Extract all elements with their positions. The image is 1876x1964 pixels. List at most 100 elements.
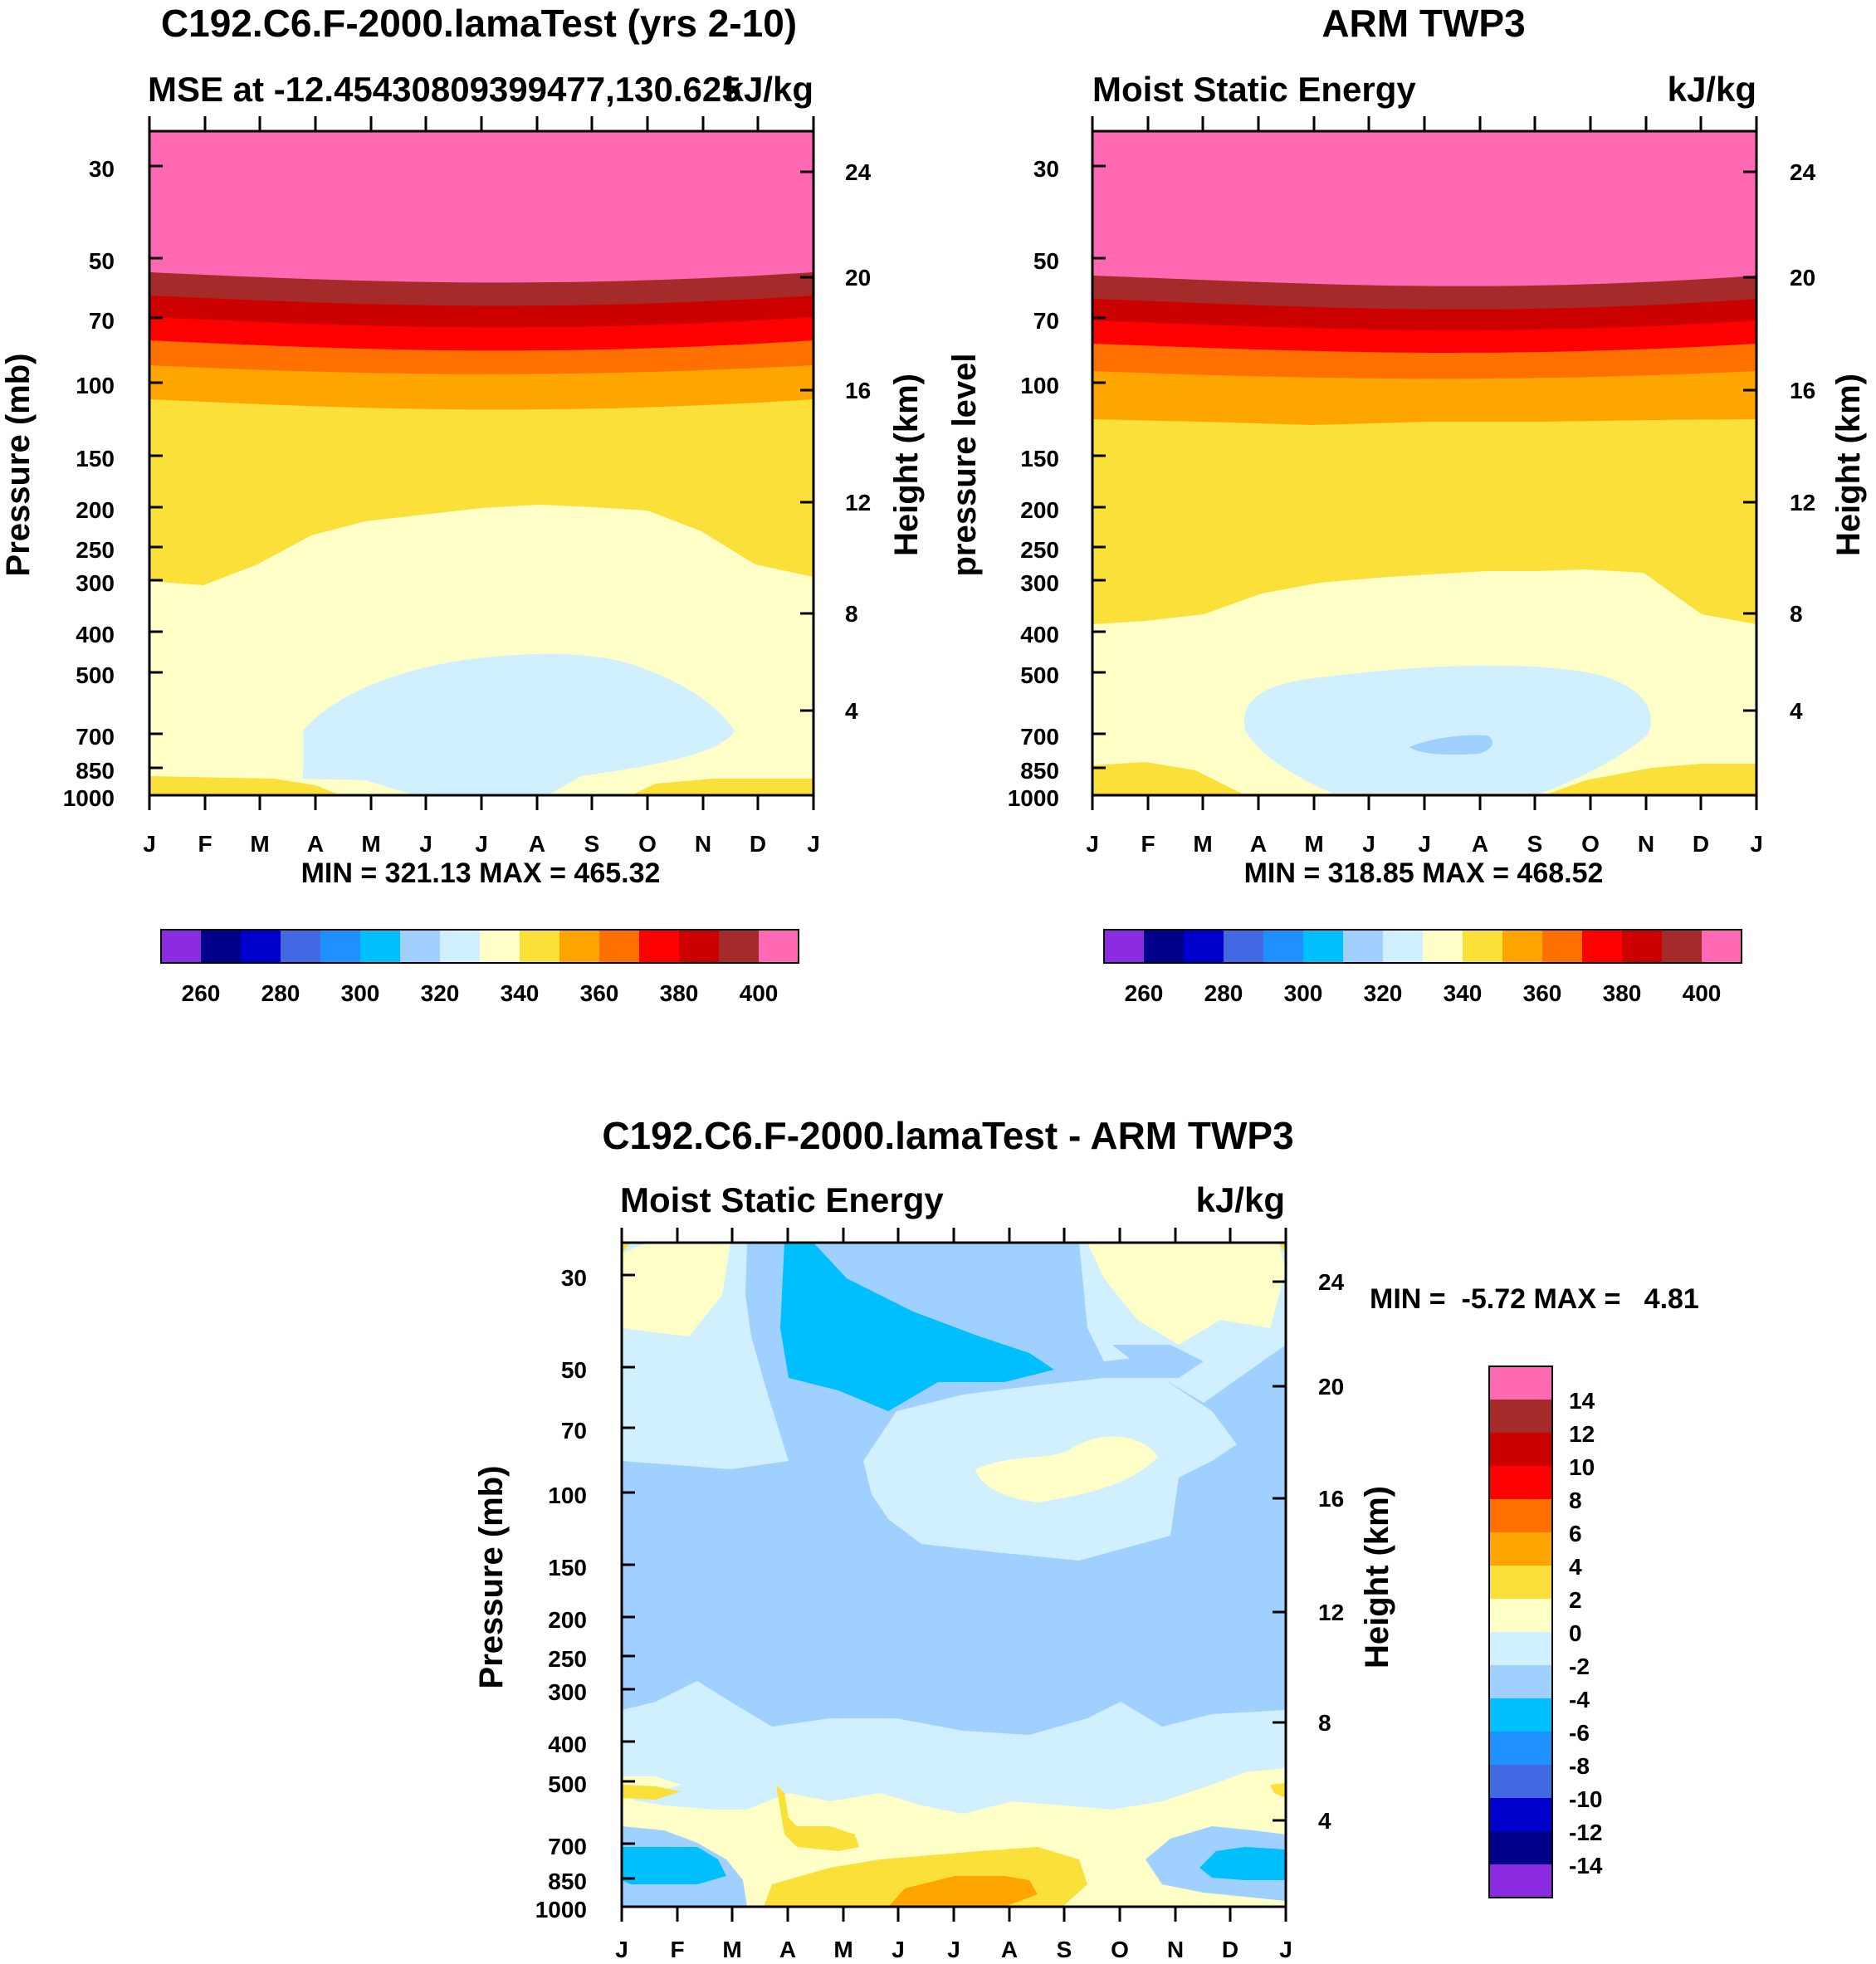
- panel-obs-ytick-label: 30: [1033, 156, 1059, 182]
- panel-model-ytick-label: 1000: [63, 785, 115, 811]
- panel-model-title: C192.C6.F-2000.lamaTest (yrs 2-10): [161, 2, 797, 45]
- panel-model-y2label: Height (km): [888, 374, 925, 556]
- panel-model-xtick-label: O: [638, 831, 657, 857]
- panel-model-ytick-label: 700: [76, 724, 115, 750]
- panel-model-xtick-label: M: [361, 831, 380, 857]
- panel-diff-region-upper-right-negative: [1112, 1345, 1204, 1378]
- panel-model-ytick-label: 100: [76, 373, 115, 398]
- panel-diff-colorbar-box: [1489, 1499, 1552, 1532]
- panel-diff-colorbar-label: -2: [1569, 1654, 1590, 1679]
- panel-diff-units: kJ/kg: [1196, 1180, 1285, 1219]
- panel-diff-colorbar-label: -12: [1569, 1820, 1602, 1845]
- panel-diff-y2tick-label: 16: [1318, 1486, 1344, 1512]
- panel-diff-ytick-label: 250: [548, 1646, 587, 1672]
- panel-diff-colorbar-label: 4: [1569, 1554, 1582, 1580]
- panel-diff-ytick-label: 50: [561, 1357, 587, 1383]
- panel-obs-ytick-label: 50: [1033, 248, 1059, 274]
- panel-obs-colorbar-box: [1303, 930, 1343, 963]
- panel-obs-ytick-label: 100: [1020, 373, 1059, 398]
- panel-model-ytick-label: 400: [76, 622, 115, 647]
- panel-diff-region-upper-right-positive: [1087, 1243, 1286, 1345]
- panel-model-xtick-label: F: [198, 831, 212, 857]
- panel-model-ytick-label: 50: [89, 248, 115, 274]
- panel-model-colorbar-box: [201, 930, 241, 963]
- panel-diff-xtick-label: F: [670, 1937, 684, 1962]
- panel-obs-colorbar-box: [1184, 930, 1224, 963]
- panel-diff-region-corner-right-positive: [1278, 1243, 1286, 1253]
- panel-obs-xtick-label: M: [1304, 831, 1323, 857]
- panel-model-subtitle: MSE at -12.45430809399477,130.625: [148, 70, 741, 109]
- panel-model-colorbar-box: [241, 930, 281, 963]
- panel-diff-colorbar-box: [1489, 1532, 1552, 1566]
- panel-model-y2tick-label: 16: [845, 378, 871, 403]
- panel-obs-colorbar-box: [1702, 930, 1742, 963]
- panel-obs-right-axis: 24 20 16 12 8 4: [1743, 159, 1816, 724]
- panel-obs-xtick-label: D: [1693, 831, 1709, 857]
- panel-obs-xtick-label: A: [1250, 831, 1267, 857]
- panel-obs-ytick-label: 700: [1020, 724, 1059, 750]
- panel-model-xtick-label: A: [307, 831, 324, 857]
- panel-model-xtick-label: J: [807, 831, 820, 857]
- panel-obs-colorbar-label: 340: [1444, 980, 1483, 1006]
- panel-obs-ytick-label: 70: [1033, 308, 1059, 334]
- panel-obs-xtick-label: J: [1750, 831, 1763, 857]
- panel-obs-colorbar-box: [1423, 930, 1463, 963]
- panel-obs-colorbar-box: [1263, 930, 1303, 963]
- panel-model-colorbar-box: [161, 930, 201, 963]
- panel-model-ytick-label: 500: [76, 662, 115, 688]
- panel-model-xtick-label: S: [584, 831, 600, 857]
- panel-diff-region-lower-right-minimum: [1199, 1847, 1286, 1880]
- panel-obs-colorbar-label: 260: [1125, 980, 1164, 1006]
- panel-diff-xtick-label: J: [947, 1937, 960, 1962]
- panel-obs-colorbar-box: [1542, 930, 1582, 963]
- panel-obs-colorbar-frame: [1103, 929, 1742, 964]
- panel-model-stats: MIN = 321.13 MAX = 465.32: [301, 857, 661, 889]
- panel-diff-colorbar-label: -14: [1569, 1853, 1603, 1879]
- panel-diff-ytick-label: 100: [548, 1483, 587, 1508]
- panel-obs-colorbar-box: [1622, 930, 1662, 963]
- panel-model-ytick-label: 30: [89, 156, 115, 182]
- panel-obs-xtick-label: J: [1362, 831, 1375, 857]
- panel-diff-colorbar-box: [1489, 1400, 1552, 1433]
- panel-model-y2tick-label: 12: [845, 490, 871, 515]
- panel-model-ytick-label: 250: [76, 537, 115, 563]
- panel-diff-colorbar-box: [1489, 1864, 1552, 1898]
- panel-diff-region-stratosphere-minimum: [780, 1243, 1054, 1411]
- panel-diff-colorbar-box: [1489, 1366, 1552, 1400]
- panel-diff-colorbar-label: 8: [1569, 1488, 1582, 1513]
- panel-obs-colorbar-label: 280: [1204, 980, 1243, 1006]
- panel-model-ytick-label: 200: [76, 497, 115, 523]
- panel-diff-ytick-label: 200: [548, 1607, 587, 1633]
- panel-diff-colorbar-label: -8: [1569, 1753, 1590, 1779]
- panel-model-xtick-label: N: [695, 831, 711, 857]
- panel-diff-colorbar-label: 6: [1569, 1521, 1582, 1546]
- panel-diff-xtick-label: J: [615, 1937, 628, 1962]
- panel-obs-colorbar-box: [1463, 930, 1502, 963]
- panel-diff-y2tick-label: 4: [1318, 1808, 1331, 1834]
- panel-diff-xtick-label: D: [1222, 1937, 1238, 1962]
- panel-obs-ytick-label: 1000: [1008, 785, 1059, 811]
- panel-model-xtick-label: D: [750, 831, 766, 857]
- panel-obs-surface-band-right: [1544, 764, 1756, 795]
- panel-diff-region-upper-troposphere-positive: [975, 1436, 1158, 1502]
- panel-obs-colorbar-box: [1502, 930, 1542, 963]
- panel-diff-y2tick-label: 20: [1318, 1374, 1344, 1400]
- panel-diff-left-axis: 30 50 70 100 150 200 250 300 400 500 700…: [535, 1265, 635, 1922]
- panel-model-colorbar-box: [281, 930, 320, 963]
- panel-model-y2tick-label: 8: [845, 601, 858, 627]
- panel-obs-ytick-label: 300: [1020, 570, 1059, 596]
- panel-diff-colorbar-label: 10: [1569, 1454, 1595, 1480]
- panel-model-colorbar-label: 340: [501, 980, 540, 1006]
- panel-diff-xtick-label: J: [1279, 1937, 1292, 1962]
- panel-diff-xtick-label: N: [1167, 1937, 1184, 1962]
- panel-diff-colorbar-frame: [1488, 1366, 1553, 1898]
- panel-model-ytick-label: 850: [76, 758, 115, 784]
- panel-diff-colorbar-label: 0: [1569, 1620, 1582, 1646]
- panel-obs-colorbar-label: 400: [1683, 980, 1722, 1006]
- panel-obs-colorbar-box: [1144, 930, 1184, 963]
- panel-obs-y2label: Height (km): [1830, 374, 1867, 556]
- panel-obs-colorbar-box: [1224, 930, 1263, 963]
- panel-model-xtick-label: J: [475, 831, 488, 857]
- panel-diff-colorbar-label: -4: [1569, 1687, 1590, 1712]
- panel-model-ytick-label: 300: [76, 570, 115, 596]
